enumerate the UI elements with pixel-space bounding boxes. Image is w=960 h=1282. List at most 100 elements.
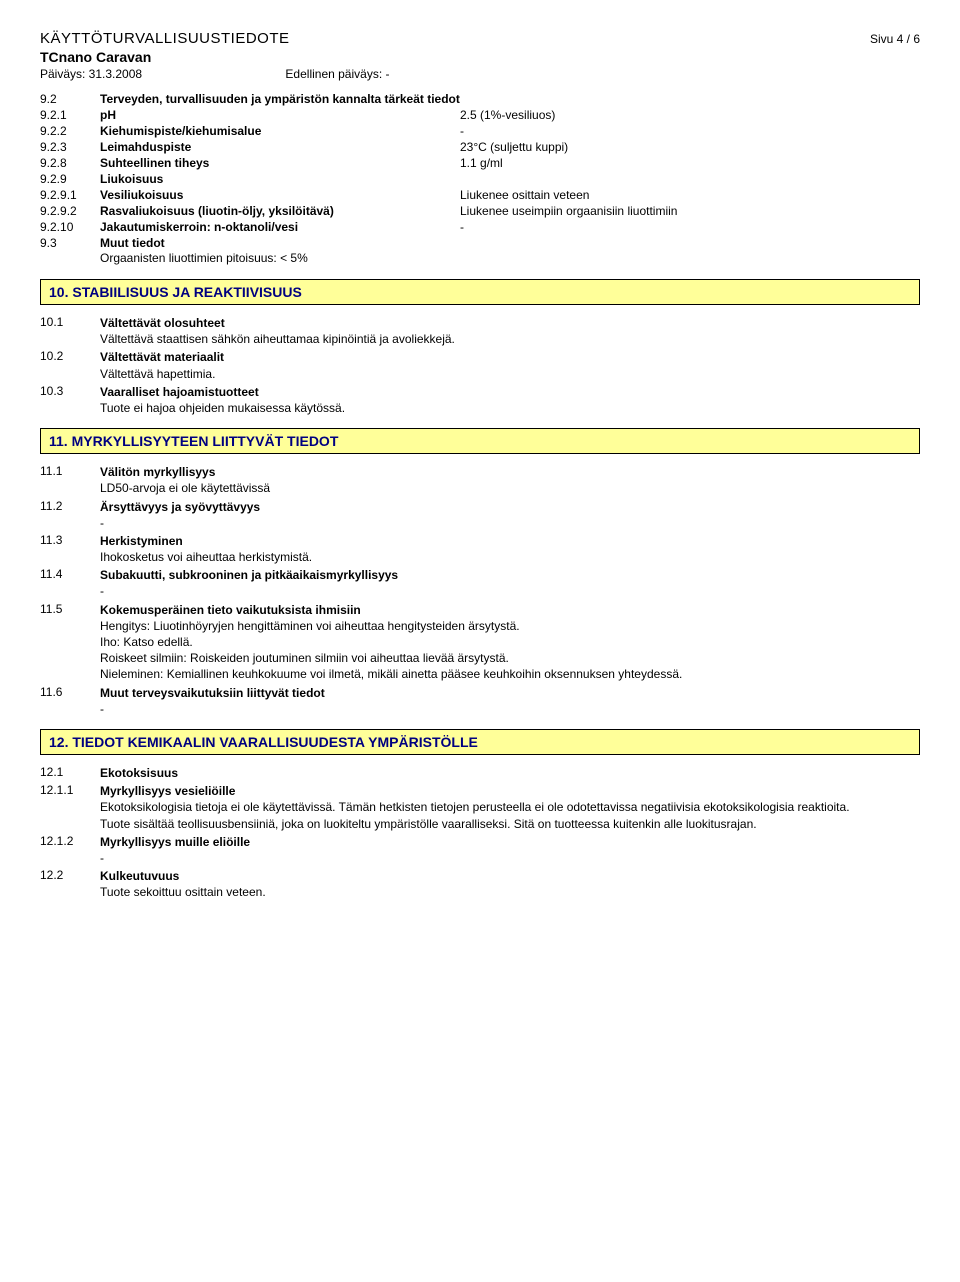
table-row: 9.2.3Leimahduspiste23°C (suljettu kuppi) [40,139,920,155]
table-row: 9.2.8Suhteellinen tiheys1.1 g/ml [40,155,920,171]
list-item: 12.1.1Myrkyllisyys vesieliöille Ekotoksi… [40,783,920,832]
item-title: Välitön myrkyllisyys [100,464,920,480]
list-item: 10.1Vältettävät olosuhteetVältettävä sta… [40,315,920,347]
list-item: 12.1Ekotoksisuus [40,765,920,781]
prop-label: Suhteellinen tiheys [100,155,460,171]
prop-value [460,171,920,187]
prop-label: Rasvaliukoisuus (liuotin-öljy, yksilöitä… [100,203,460,219]
list-item: 11.1Välitön myrkyllisyysLD50-arvoja ei o… [40,464,920,496]
item-num: 11.6 [40,685,100,717]
item-body: Tuote sisältää teollisuusbensiiniä, joka… [100,816,920,832]
page-number: Sivu 4 / 6 [870,32,920,46]
list-item: 11.5Kokemusperäinen tieto vaikutuksista … [40,602,920,683]
prop-num: 9.2.8 [40,155,100,171]
table-row: 9.2.10Jakautumiskerroin: n-oktanoli/vesi… [40,219,920,235]
item-title: Kulkeutuvuus [100,868,920,884]
prop-value: 23°C (suljettu kuppi) [460,139,920,155]
prop-num: 9.2.3 [40,139,100,155]
item-body: Vältettävä staattisen sähkön aiheuttamaa… [100,331,920,347]
item-num: 12.1 [40,765,100,781]
item-title: Ärsyttävyys ja syövyttävyys [100,499,920,515]
item-body: Tuote sekoittuu osittain veteen. [100,884,920,900]
item-title: Vaaralliset hajoamistuotteet [100,384,920,400]
item-body: Ekotoksikologisia tietoja ei ole käytett… [100,799,920,815]
item-num: 11.4 [40,567,100,599]
list-item: 12.2KulkeutuvuusTuote sekoittuu osittain… [40,868,920,900]
item-body: Tuote ei hajoa ohjeiden mukaisessa käytö… [100,400,920,416]
item-title: Herkistyminen [100,533,920,549]
section-10-items: 10.1Vältettävät olosuhteetVältettävä sta… [40,315,920,416]
item-body: - [100,701,920,717]
item-body: Vältettävä hapettimia. [100,366,920,382]
item-num: 11.1 [40,464,100,496]
prop-label: Terveyden, turvallisuuden ja ympäristön … [100,91,460,107]
item-num: 11.2 [40,499,100,531]
prop-num: 9.2 [40,91,100,107]
header-row: KÄYTTÖTURVALLISUUSTIEDOTE Sivu 4 / 6 [40,30,920,47]
list-item: 11.4Subakuutti, subkrooninen ja pitkäaik… [40,567,920,599]
item-body: LD50-arvoja ei ole käytettävissä [100,480,920,496]
table-row: 9.2.1pH2.5 (1%-vesiliuos) [40,107,920,123]
item-num: 10.1 [40,315,100,347]
table-row: 9.3Muut tiedot [40,235,920,251]
item-title: Muut terveysvaikutuksiin liittyvät tiedo… [100,685,920,701]
item-num: 12.1.1 [40,783,100,832]
prop-value: Liukenee useimpiin orgaanisiin liuottimi… [460,203,920,219]
section-header-12: 12. TIEDOT KEMIKAALIN VAARALLISUUDESTA Y… [40,729,920,755]
prop-num: 9.2.9.2 [40,203,100,219]
item-title: Kokemusperäinen tieto vaikutuksista ihmi… [100,602,920,618]
table-row: 9.2.9Liukoisuus [40,171,920,187]
prop-num: 9.2.9 [40,171,100,187]
table-row: 9.2.9.1VesiliukoisuusLiukenee osittain v… [40,187,920,203]
item-title: Subakuutti, subkrooninen ja pitkäaikaism… [100,567,920,583]
table-row: 9.2.2Kiehumispiste/kiehumisalue- [40,123,920,139]
prop-num: 9.2.2 [40,123,100,139]
list-item: 11.3HerkistyminenIhokosketus voi aiheutt… [40,533,920,565]
item-num: 11.3 [40,533,100,565]
item-body: Roiskeet silmiin: Roiskeiden joutuminen … [100,650,920,666]
item-body: Hengitys: Liuotinhöyryjen hengittäminen … [100,618,920,634]
prop-num: 9.2.9.1 [40,187,100,203]
date-row: Päiväys: 31.3.2008 Edellinen päiväys: - [40,67,920,81]
item-num: 12.2 [40,868,100,900]
section-header-10: 10. STABIILISUUS JA REAKTIIVISUUS [40,279,920,305]
item-body: - [100,583,920,599]
doc-title: KÄYTTÖTURVALLISUUSTIEDOTE [40,30,290,47]
item-body: - [100,850,920,866]
prop-label: Vesiliukoisuus [100,187,460,203]
prop-value: 2.5 (1%-vesiliuos) [460,107,920,123]
item-num: 12.1.2 [40,834,100,866]
prop-label: Kiehumispiste/kiehumisalue [100,123,460,139]
prop-label: Leimahduspiste [100,139,460,155]
item-title: Vältettävät olosuhteet [100,315,920,331]
list-item: 10.2Vältettävät materiaalitVältettävä ha… [40,349,920,381]
item-title: Vältettävät materiaalit [100,349,920,365]
item-body: - [100,515,920,531]
prop-label: pH [100,107,460,123]
prop-num: 9.2.10 [40,219,100,235]
list-item: 12.1.2Myrkyllisyys muille eliöille- [40,834,920,866]
prop-value [460,235,920,251]
section-header-11: 11. MYRKYLLISYYTEEN LIITTYVÄT TIEDOT [40,428,920,454]
prop-label: Muut tiedot [100,235,460,251]
prop-value: 1.1 g/ml [460,155,920,171]
list-item: 10.3Vaaralliset hajoamistuotteetTuote ei… [40,384,920,416]
properties-table: 9.2Terveyden, turvallisuuden ja ympärist… [40,91,920,251]
prop-label: Liukoisuus [100,171,460,187]
date-label: Päiväys: 31.3.2008 [40,67,142,81]
product-name: TCnano Caravan [40,49,920,65]
prop-num: 9.3 [40,235,100,251]
item-body: Iho: Katso edellä. [100,634,920,650]
item-num: 11.5 [40,602,100,683]
prop-value: - [460,219,920,235]
item-body: Nieleminen: Kemiallinen keuhkokuume voi … [100,666,920,682]
section-11-items: 11.1Välitön myrkyllisyysLD50-arvoja ei o… [40,464,920,717]
prop-label: Jakautumiskerroin: n-oktanoli/vesi [100,219,460,235]
prop-value: - [460,123,920,139]
table-row: 9.2.9.2Rasvaliukoisuus (liuotin-öljy, yk… [40,203,920,219]
section-12-items: 12.1Ekotoksisuus 12.1.1Myrkyllisyys vesi… [40,765,920,901]
prop-value: Liukenee osittain veteen [460,187,920,203]
prop-subtext: Orgaanisten liuottimien pitoisuus: < 5% [100,251,920,265]
item-body: Ihokosketus voi aiheuttaa herkistymistä. [100,549,920,565]
list-item: 11.6Muut terveysvaikutuksiin liittyvät t… [40,685,920,717]
